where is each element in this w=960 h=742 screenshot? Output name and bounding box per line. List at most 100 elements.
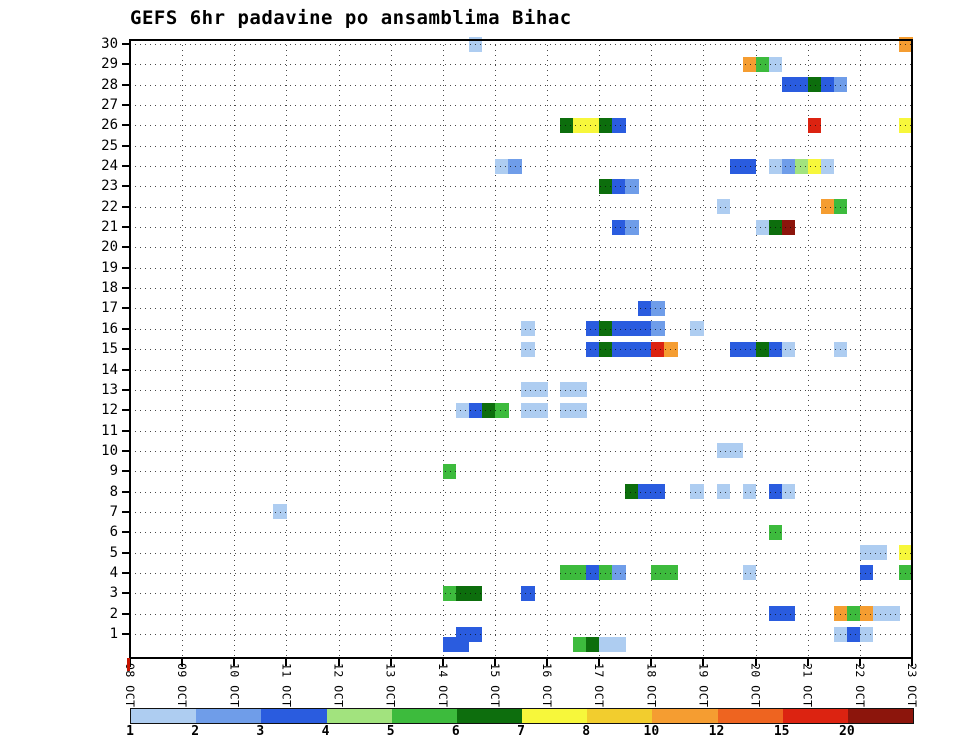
y-axis-tick [122, 348, 130, 351]
x-tick-label: 22 OCT [852, 663, 867, 708]
y-axis-tick [122, 592, 130, 595]
y-tick-label: 29 [101, 56, 118, 73]
x-tick-label: 09 OCT [175, 663, 190, 708]
y-axis-tick [122, 246, 130, 249]
y-tick-label: 13 [101, 381, 118, 398]
legend-tick-label: 3 [256, 724, 265, 739]
legend-tick-label: 2 [191, 724, 200, 739]
legend-tick-label: 8 [582, 724, 591, 739]
gridline-vertical [547, 40, 549, 658]
y-tick-label: 6 [109, 524, 118, 541]
legend-tick-label: 20 [839, 724, 855, 739]
gridline-vertical [494, 40, 496, 658]
gridline-horizontal [130, 532, 912, 534]
legend-tick-label: 7 [517, 724, 525, 739]
gridline-vertical [442, 40, 444, 658]
legend-tick-label: 12 [708, 724, 725, 739]
legend-segment [196, 709, 262, 723]
gridline-vertical [703, 40, 705, 658]
y-axis-tick [122, 266, 130, 269]
gridline-horizontal [130, 511, 912, 513]
gridline-horizontal [130, 145, 912, 147]
x-tick-label: 14 OCT [435, 663, 450, 708]
x-axis-tick [806, 658, 809, 666]
gridline-horizontal [130, 64, 912, 66]
gridline-horizontal [130, 593, 912, 595]
y-axis-tick [122, 63, 130, 66]
x-tick-label: 23 OCT [905, 663, 919, 708]
y-axis-tick [122, 368, 130, 371]
y-axis-tick [122, 205, 130, 208]
gridline-horizontal [130, 166, 912, 168]
x-tick-label: 11 OCT [279, 663, 294, 708]
y-tick-label: 5 [109, 544, 118, 561]
legend-segment [587, 709, 653, 723]
y-axis-tick [122, 633, 130, 635]
y-axis-tick [122, 144, 130, 147]
y-axis-tick [122, 531, 130, 534]
gridline-vertical [807, 40, 809, 658]
gridline-horizontal [130, 349, 912, 351]
y-tick-label: 14 [101, 361, 118, 378]
x-axis-tick [754, 658, 757, 666]
gridline-horizontal [130, 105, 912, 107]
y-tick-label: 1 [109, 626, 118, 642]
y-axis-tick [122, 388, 130, 391]
y-axis-tick [122, 449, 130, 452]
y-axis-tick [122, 307, 130, 310]
legend-segment [326, 709, 392, 723]
y-tick-label: 24 [101, 158, 118, 175]
gridline-horizontal [130, 552, 912, 554]
y-tick-label: 25 [101, 137, 118, 154]
heatmap-cell [442, 636, 457, 652]
y-axis-tick [122, 104, 130, 107]
x-axis-tick [493, 658, 496, 666]
gridline-horizontal [130, 491, 912, 493]
legend-segment [522, 709, 588, 723]
gridline-vertical [286, 40, 288, 658]
gridline-horizontal [130, 44, 912, 45]
y-tick-label: 27 [101, 97, 118, 114]
heatmap-cell [586, 636, 600, 652]
gridline-horizontal [130, 308, 912, 310]
gridline-horizontal [130, 227, 912, 229]
x-axis-tick [546, 658, 549, 666]
gridline-horizontal [130, 125, 912, 127]
y-axis: 30 29 28 27 26 25 24 23 22 21 20 19 18 17 16 15 14 13 12 11… [0, 36, 126, 658]
x-tick-label: 13 OCT [383, 663, 398, 708]
legend-tick-label: 4 [321, 724, 330, 739]
x-tick-label: 18 OCT [644, 663, 659, 708]
y-axis-tick [122, 470, 130, 473]
y-tick-label: 15 [101, 341, 118, 358]
y-tick-label: 8 [109, 483, 118, 500]
gridline-horizontal [130, 389, 912, 391]
chart-title: GEFS 6hr padavine po ansamblima Bihac [130, 7, 572, 29]
y-axis-tick [122, 429, 130, 432]
gridline-horizontal [130, 634, 912, 635]
gridline-horizontal [130, 369, 912, 371]
y-tick-label: 12 [101, 402, 118, 419]
gridline-horizontal [130, 328, 912, 330]
legend-tick-label: 5 [386, 724, 395, 739]
y-axis-tick [122, 409, 130, 412]
legend-tick-label: 1 [126, 724, 134, 739]
y-tick-label: 21 [101, 219, 118, 236]
legend-segment [717, 709, 783, 723]
legend-segment [782, 709, 848, 723]
legend-tick-label: 6 [451, 724, 460, 739]
legend-segment [652, 709, 718, 723]
gridline-horizontal [130, 206, 912, 208]
y-tick-label: 11 [101, 422, 118, 439]
y-tick-label: 26 [101, 117, 118, 134]
gridline-horizontal [130, 186, 912, 188]
y-tick-label: 10 [101, 442, 118, 459]
y-tick-label: 4 [109, 564, 118, 581]
y-tick-label: 19 [101, 259, 118, 276]
x-tick-label: 15 OCT [487, 663, 502, 708]
heatmap-cell [612, 636, 626, 652]
x-tick-label: 08 OCT [123, 663, 137, 708]
x-tick-label: 19 OCT [696, 663, 711, 708]
y-axis-tick [122, 510, 130, 513]
x-tick-label: 17 OCT [592, 663, 607, 708]
